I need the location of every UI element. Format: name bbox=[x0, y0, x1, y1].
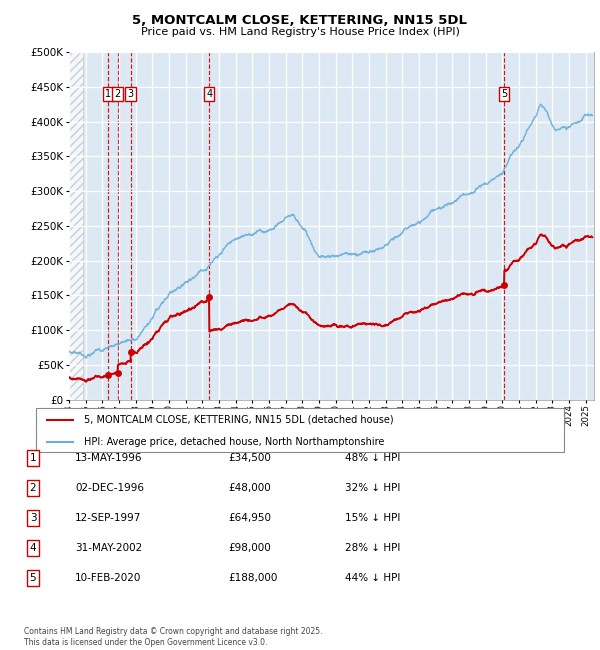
Bar bbox=[69, 52, 83, 400]
Text: 31-MAY-2002: 31-MAY-2002 bbox=[75, 543, 142, 553]
Text: 28% ↓ HPI: 28% ↓ HPI bbox=[345, 543, 400, 553]
Text: £64,950: £64,950 bbox=[228, 513, 271, 523]
Text: 12-SEP-1997: 12-SEP-1997 bbox=[75, 513, 142, 523]
Text: 2: 2 bbox=[115, 89, 121, 99]
Text: 5, MONTCALM CLOSE, KETTERING, NN15 5DL (detached house): 5, MONTCALM CLOSE, KETTERING, NN15 5DL (… bbox=[83, 415, 393, 425]
Text: HPI: Average price, detached house, North Northamptonshire: HPI: Average price, detached house, Nort… bbox=[83, 437, 384, 447]
Text: £48,000: £48,000 bbox=[228, 483, 271, 493]
Text: 5, MONTCALM CLOSE, KETTERING, NN15 5DL: 5, MONTCALM CLOSE, KETTERING, NN15 5DL bbox=[133, 14, 467, 27]
Text: 1: 1 bbox=[105, 89, 112, 99]
Text: 3: 3 bbox=[128, 89, 134, 99]
Text: 32% ↓ HPI: 32% ↓ HPI bbox=[345, 483, 400, 493]
Text: £188,000: £188,000 bbox=[228, 573, 277, 583]
Text: 1: 1 bbox=[29, 453, 37, 463]
Text: 10-FEB-2020: 10-FEB-2020 bbox=[75, 573, 142, 583]
Text: 4: 4 bbox=[29, 543, 37, 553]
Text: Price paid vs. HM Land Registry's House Price Index (HPI): Price paid vs. HM Land Registry's House … bbox=[140, 27, 460, 37]
Text: 44% ↓ HPI: 44% ↓ HPI bbox=[345, 573, 400, 583]
Text: £34,500: £34,500 bbox=[228, 453, 271, 463]
Text: 15% ↓ HPI: 15% ↓ HPI bbox=[345, 513, 400, 523]
Text: Contains HM Land Registry data © Crown copyright and database right 2025.
This d: Contains HM Land Registry data © Crown c… bbox=[24, 627, 323, 647]
Text: 02-DEC-1996: 02-DEC-1996 bbox=[75, 483, 144, 493]
Text: £98,000: £98,000 bbox=[228, 543, 271, 553]
Text: 4: 4 bbox=[206, 89, 212, 99]
Text: 48% ↓ HPI: 48% ↓ HPI bbox=[345, 453, 400, 463]
Text: 3: 3 bbox=[29, 513, 37, 523]
Text: 13-MAY-1996: 13-MAY-1996 bbox=[75, 453, 143, 463]
Text: 5: 5 bbox=[501, 89, 507, 99]
Text: 2: 2 bbox=[29, 483, 37, 493]
Text: 5: 5 bbox=[29, 573, 37, 583]
